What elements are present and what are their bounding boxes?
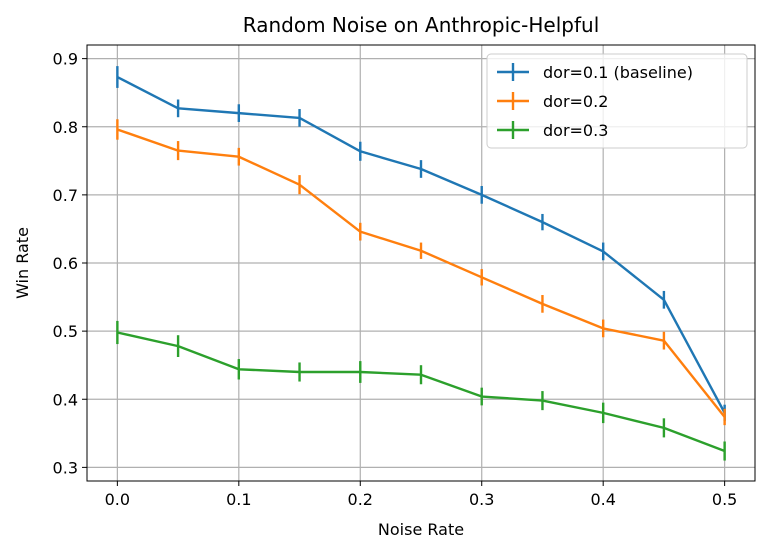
y-tick-label: 0.6 <box>53 254 78 273</box>
x-axis-label: Noise Rate <box>378 520 464 539</box>
x-tick-label: 0.4 <box>590 490 615 509</box>
legend-item: dor=0.2 <box>497 92 608 111</box>
y-tick-label: 0.5 <box>53 322 78 341</box>
legend-label: dor=0.2 <box>543 92 608 111</box>
series-layer <box>116 66 726 461</box>
y-tick-label: 0.3 <box>53 458 78 477</box>
x-tick-label: 0.5 <box>712 490 737 509</box>
y-tick-label: 0.8 <box>53 118 78 137</box>
y-axis: 0.3 0.4 0.5 0.6 0.7 0.8 0.9 <box>53 50 87 477</box>
x-tick-label: 0.2 <box>348 490 373 509</box>
x-tick-label: 0.3 <box>469 490 494 509</box>
y-tick-label: 0.9 <box>53 50 78 69</box>
x-tick-label: 0.1 <box>226 490 251 509</box>
x-tick-label: 0.0 <box>105 490 130 509</box>
chart-title: Random Noise on Anthropic-Helpful <box>243 13 600 37</box>
series-3 <box>116 320 726 461</box>
legend-item: dor=0.3 <box>497 121 608 140</box>
grid-lines <box>87 45 755 481</box>
y-tick-label: 0.4 <box>53 390 78 409</box>
legend: dor=0.1 (baseline) dor=0.2 dor=0.3 <box>486 53 748 149</box>
legend-box <box>486 53 748 149</box>
legend-label: dor=0.1 (baseline) <box>543 63 693 82</box>
series-1 <box>116 66 726 422</box>
legend-item: dor=0.1 (baseline) <box>497 63 693 82</box>
x-axis: 0.0 0.1 0.2 0.3 0.4 0.5 <box>105 481 737 509</box>
series-2 <box>116 119 726 426</box>
y-axis-label: Win Rate <box>13 227 32 299</box>
legend-label: dor=0.3 <box>543 121 608 140</box>
y-tick-label: 0.7 <box>53 186 78 205</box>
